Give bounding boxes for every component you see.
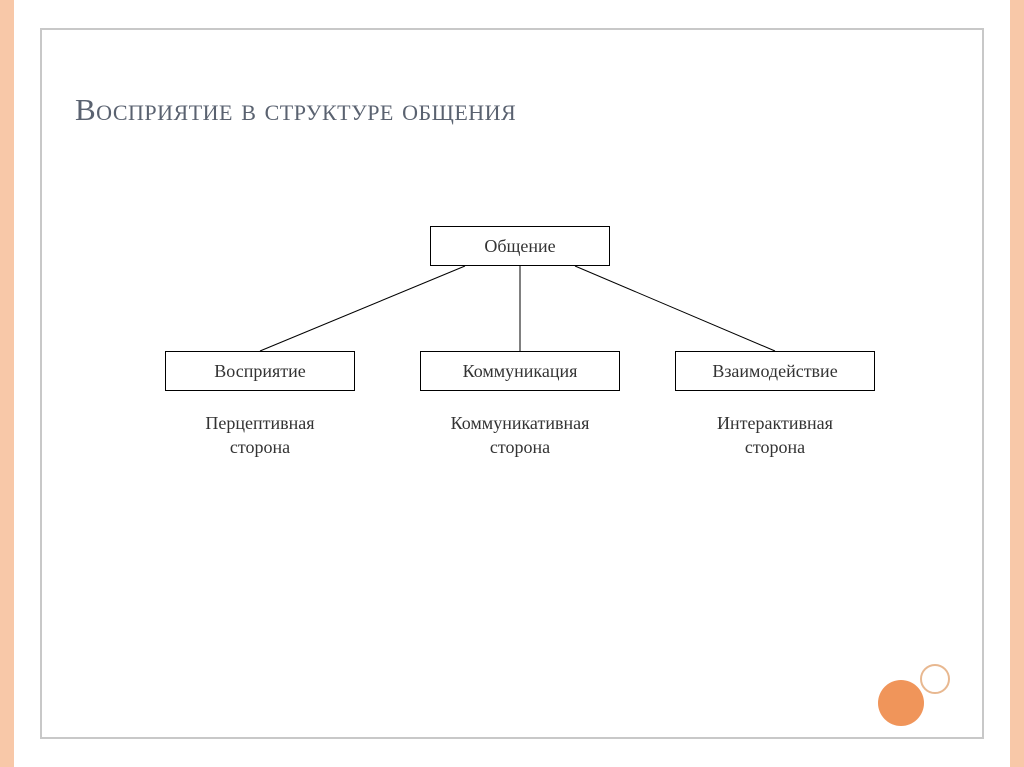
slide-title: Восприятие в структуре общения	[75, 92, 516, 128]
accent-ring	[920, 664, 950, 694]
diagram-node: Взаимодействие	[675, 351, 875, 391]
diagram-node: Коммуникация	[420, 351, 620, 391]
diagram-node: Общение	[430, 226, 610, 266]
diagram-node: Восприятие	[165, 351, 355, 391]
diagram-caption: Коммуникативнаясторона	[420, 411, 620, 460]
diagram-caption: Перцептивнаясторона	[165, 411, 355, 460]
diagram-caption: Интерактивнаясторона	[675, 411, 875, 460]
accent-circle	[878, 680, 924, 726]
hierarchy-diagram: Общение Восприятие Перцептивнаясторона Комм…	[165, 226, 865, 526]
